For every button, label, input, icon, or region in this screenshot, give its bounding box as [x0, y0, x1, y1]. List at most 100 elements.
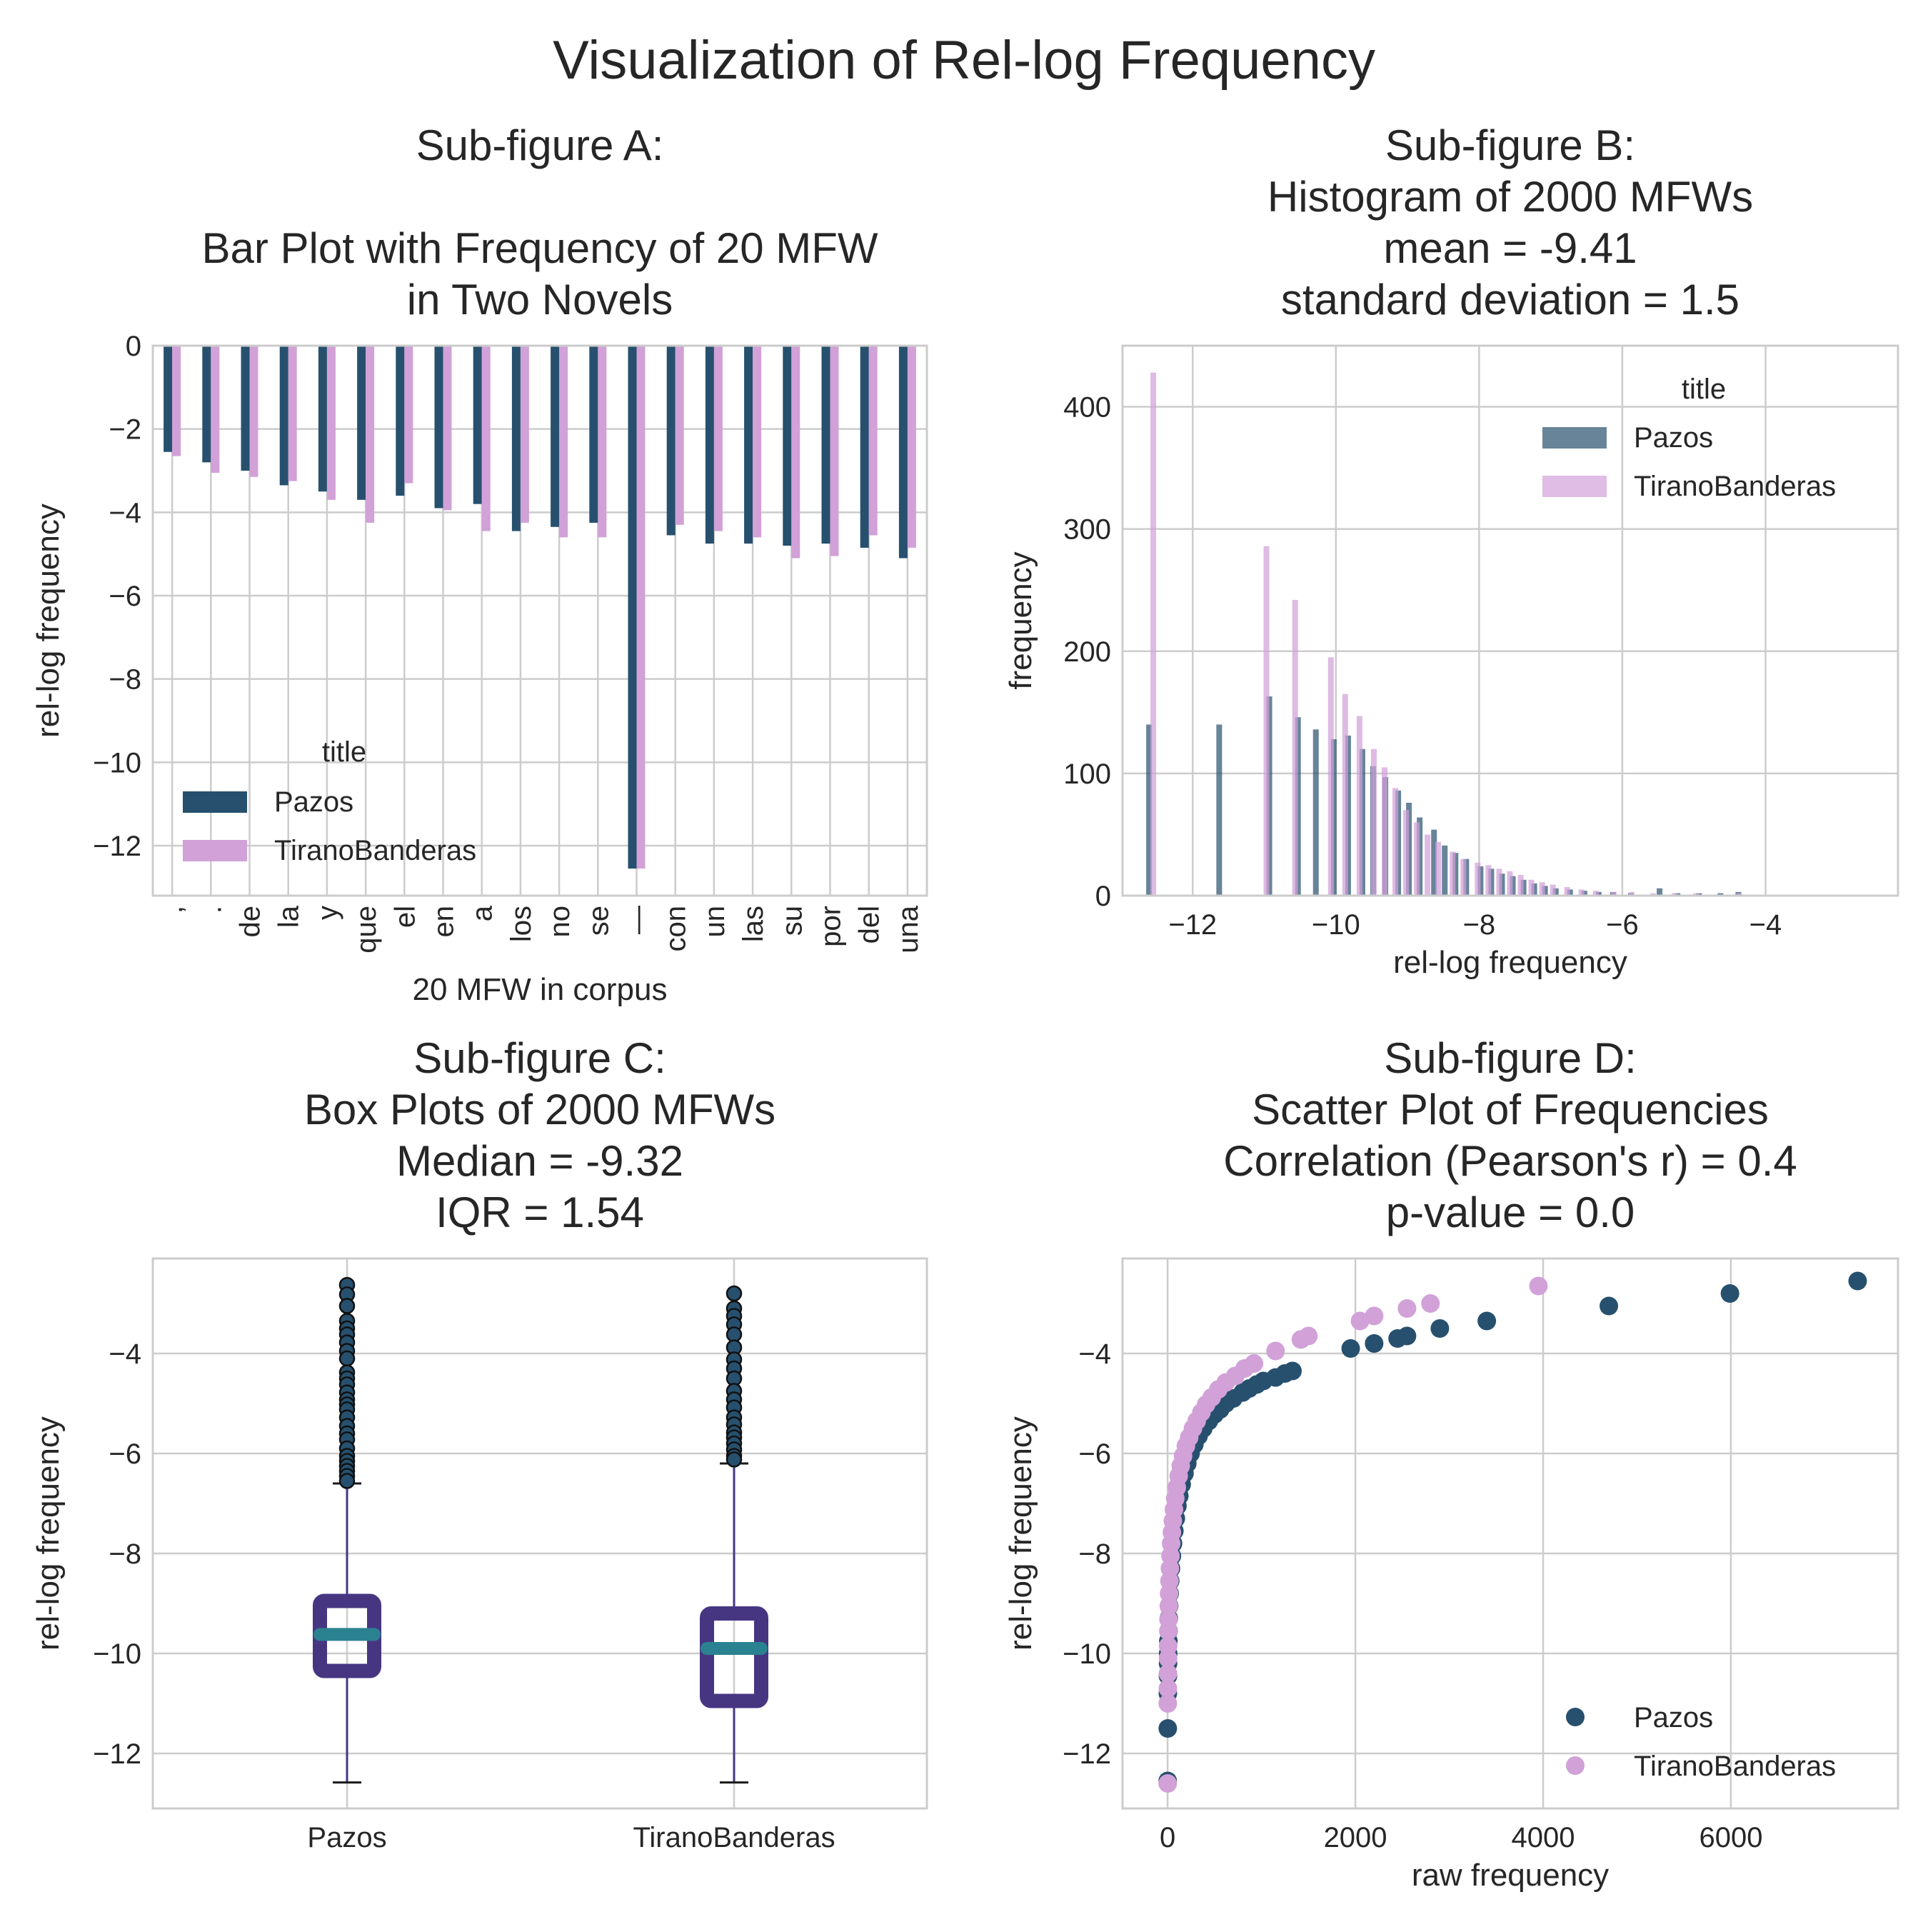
hist-bar-pazos	[1266, 696, 1272, 896]
x-tick-label: −6	[1606, 909, 1639, 941]
hist-bar-tiranobanderas	[1370, 749, 1377, 896]
plot-c-frame	[151, 1257, 928, 1810]
y-tick-label: −10	[1063, 1638, 1111, 1670]
legend-swatch-pazos	[183, 791, 247, 813]
y-tick-label: −10	[93, 1638, 141, 1670]
y-tick-label: 400	[1063, 392, 1111, 424]
hist-bar-tiranobanderas	[1610, 891, 1617, 896]
y-axis-label: rel-log frequency	[1003, 1416, 1038, 1651]
hist-bar-pazos	[1463, 859, 1470, 896]
x-tick-label: su	[776, 906, 808, 936]
y-axis-label: rel-log frequency	[31, 504, 66, 738]
hist-bar-pazos	[1675, 893, 1681, 896]
panel-title-line: Bar Plot with Frequency of 20 MFW	[202, 224, 878, 272]
x-tick-label: una	[893, 905, 924, 953]
scatter-point-tiranobanderas	[1291, 1330, 1310, 1349]
bar-pazos	[164, 346, 173, 452]
hist-bar-pazos	[1581, 891, 1587, 896]
bar-tiranobanderas	[366, 346, 375, 523]
subfigure-d-scatter-plot: Sub-figure D:Scatter Plot of Frequencies…	[1003, 1034, 1899, 1893]
bar-tiranobanderas	[404, 346, 413, 484]
y-tick-label: −6	[1078, 1438, 1111, 1470]
legend-title: title	[322, 736, 366, 768]
scatter-point-tiranobanderas	[1159, 1621, 1178, 1641]
outlier-point	[338, 1298, 356, 1314]
scatter-point-tiranobanderas	[1159, 1596, 1178, 1616]
x-tick-label: TiranoBanderas	[633, 1822, 835, 1853]
scatter-point-tiranobanderas	[1397, 1299, 1417, 1318]
x-tick-label: 2000	[1324, 1822, 1387, 1853]
y-tick-label: 100	[1063, 759, 1111, 790]
x-tick-label: se	[583, 906, 614, 936]
x-tick-label: con	[661, 906, 692, 952]
panel-title-line: mean = -9.41	[1383, 224, 1637, 272]
hist-bar-tiranobanderas	[1414, 822, 1420, 896]
x-tick-label: Pazos	[307, 1822, 386, 1853]
bar-pazos	[279, 346, 288, 486]
legend: title Pazos TiranoBanderas	[183, 736, 476, 866]
bar-tiranobanderas	[249, 346, 258, 477]
subfigure-c-box-plot: Sub-figure C:Box Plots of 2000 MFWsMedia…	[31, 1034, 928, 1853]
legend: title Pazos TiranoBanderas	[1542, 374, 1836, 502]
legend-label: TiranoBanderas	[274, 835, 476, 866]
bar-tiranobanderas	[598, 346, 607, 538]
bar-pazos	[473, 346, 482, 504]
x-tick-label: 6000	[1699, 1822, 1762, 1853]
bar-tiranobanderas	[868, 346, 878, 536]
bar-pazos	[821, 346, 830, 544]
bar-pazos	[705, 346, 714, 544]
x-tick-label: —	[622, 906, 653, 934]
y-tick-label: −12	[93, 1738, 141, 1770]
x-tick-label: la	[273, 905, 305, 928]
y-tick-label: −6	[109, 1438, 141, 1470]
box-body	[700, 1606, 768, 1708]
scatter-point-pazos	[1600, 1296, 1619, 1316]
scatter-point-tiranobanderas	[1158, 1664, 1178, 1683]
bar-tiranobanderas	[326, 346, 336, 500]
hist-bar-pazos	[1717, 893, 1724, 896]
legend-label: TiranoBanderas	[1634, 471, 1836, 502]
hist-bar-tiranobanderas	[1150, 372, 1157, 896]
x-tick-label: el	[389, 906, 421, 928]
panel-title-line: Sub-figure D:	[1384, 1034, 1637, 1082]
y-tick-label: −12	[1063, 1738, 1111, 1770]
panel-title-line: Scatter Plot of Frequencies	[1252, 1086, 1769, 1133]
hist-bar-pazos	[1431, 829, 1437, 896]
y-tick-label: −4	[109, 497, 141, 529]
x-axis-label: rel-log frequency	[1393, 945, 1627, 980]
panel-title-line: Correlation (Pearson's r) = 0.4	[1223, 1137, 1797, 1185]
figure-title: Visualization of Rel-log Frequency	[553, 30, 1375, 91]
bar-tiranobanderas	[791, 346, 800, 559]
scatter-point-pazos	[1430, 1319, 1450, 1338]
scatter-point-tiranobanderas	[1158, 1774, 1178, 1793]
scatter-point-tiranobanderas	[1529, 1276, 1548, 1296]
legend-swatch-pazos	[1542, 427, 1607, 449]
hist-bar-tiranobanderas	[1496, 869, 1502, 896]
y-tick-label: −4	[1078, 1338, 1111, 1370]
hist-bar-tiranobanderas	[1425, 834, 1431, 896]
hist-bar-tiranobanderas	[1578, 889, 1585, 896]
outlier-point	[725, 1451, 743, 1468]
hist-bar-pazos	[1345, 735, 1351, 896]
x-tick-label: −12	[1168, 909, 1217, 941]
hist-bar-pazos	[1312, 729, 1319, 896]
outlier-point	[338, 1473, 356, 1489]
hist-bar-tiranobanderas	[1392, 788, 1399, 896]
legend-label: Pazos	[274, 786, 353, 818]
hist-bar-pazos	[1499, 874, 1505, 896]
hist-bar-pazos	[1146, 724, 1153, 896]
x-tick-label: 0	[1160, 1822, 1175, 1853]
bar-pazos	[511, 346, 521, 531]
hist-bar-pazos	[1295, 717, 1301, 896]
scatter-point-pazos	[1158, 1719, 1178, 1738]
bar-pazos	[860, 346, 869, 548]
bar-tiranobanderas	[172, 346, 181, 456]
panel-title-line: in Two Novels	[407, 276, 673, 324]
hist-bar-tiranobanderas	[1403, 810, 1410, 896]
y-axis-label: rel-log frequency	[31, 1416, 66, 1651]
hist-bar-tiranobanderas	[1628, 891, 1635, 896]
hist-bar-tiranobanderas	[1327, 657, 1334, 896]
hist-bar-tiranobanderas	[1460, 859, 1467, 896]
x-tick-label: las	[738, 906, 769, 942]
